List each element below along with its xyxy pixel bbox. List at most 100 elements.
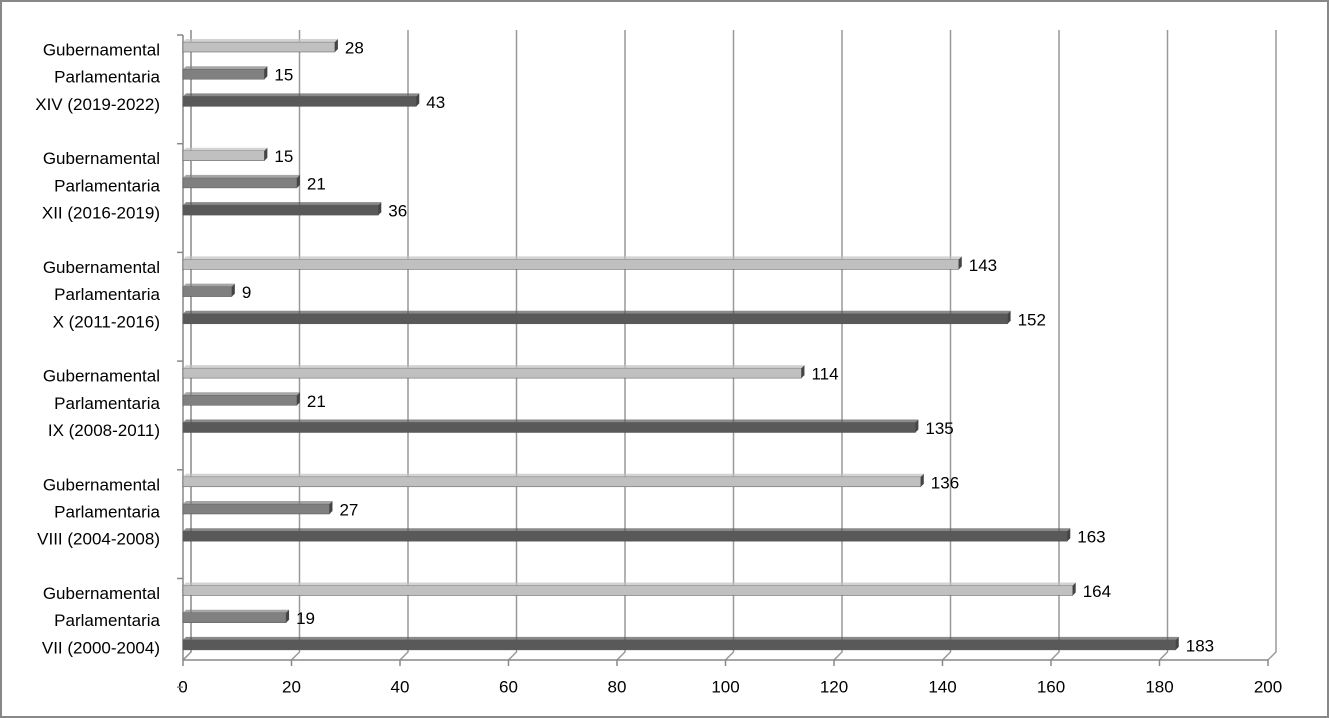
y-tick-label: Parlamentaria <box>54 68 160 87</box>
bar <box>182 395 298 406</box>
bar <box>182 530 1068 542</box>
bar-top <box>183 147 268 151</box>
value-label: 43 <box>426 93 445 112</box>
bar <box>182 422 916 433</box>
x-tick-label: 180 <box>1145 677 1173 696</box>
y-tick-label: Gubernamental <box>43 475 160 494</box>
value-label: 183 <box>1186 636 1214 655</box>
grid-line <box>290 30 301 661</box>
bar-end <box>920 473 924 487</box>
bar <box>182 313 1008 325</box>
x-tick-label: 100 <box>711 677 739 696</box>
bar <box>182 96 417 107</box>
x-tick-label: 20 <box>282 677 301 696</box>
value-label: 15 <box>274 147 293 166</box>
bar <box>182 150 265 161</box>
y-tick-label: VII (2000-2004) <box>42 638 160 657</box>
y-tick-label: X (2011-2016) <box>53 312 160 331</box>
bar <box>182 367 802 379</box>
grid-line <box>1050 30 1060 661</box>
y-tick-label: Gubernamental <box>43 258 160 277</box>
bar-end <box>1067 528 1071 542</box>
y-tick-label: XII (2016-2019) <box>42 204 160 223</box>
x-tick-label: 200 <box>1254 677 1282 696</box>
y-tick-label: Gubernamental <box>43 584 160 603</box>
value-label: 36 <box>388 202 407 221</box>
bar-end <box>286 609 290 623</box>
y-tick-label: Gubernamental <box>43 149 160 168</box>
grid-line <box>833 30 843 661</box>
bar-end <box>1175 636 1179 650</box>
bar <box>182 612 287 623</box>
value-label: 114 <box>811 365 838 384</box>
bar-end <box>915 419 919 433</box>
y-tick-label: XIV (2019-2022) <box>35 95 160 114</box>
y-tick-label: Gubernamental <box>43 40 160 59</box>
y-tick-label: Parlamentaria <box>54 611 160 630</box>
grid-line <box>182 30 192 661</box>
grid-line <box>507 30 518 661</box>
bar <box>182 503 330 515</box>
bar-top <box>183 93 420 97</box>
grid-line <box>1158 30 1169 661</box>
y-tick-label: VIII (2004-2008) <box>37 530 160 549</box>
bar-end <box>958 256 962 270</box>
bar-end <box>329 501 333 514</box>
value-label: 163 <box>1077 528 1105 547</box>
bar-top <box>183 636 1179 640</box>
bar-top <box>183 66 268 70</box>
x-tick-label: 160 <box>1037 677 1065 696</box>
x-tick-label: 80 <box>608 677 627 696</box>
bar <box>182 41 336 53</box>
bar-top <box>183 39 338 42</box>
bar-top <box>183 392 300 396</box>
x-tick-label: 140 <box>928 677 956 696</box>
bar-end <box>231 283 235 297</box>
bar-end <box>1072 582 1076 596</box>
bar-top <box>183 202 382 206</box>
value-label: 28 <box>345 38 364 57</box>
value-label: 135 <box>925 419 953 438</box>
grid-line <box>616 30 626 661</box>
bar-top <box>183 256 962 260</box>
value-label: 152 <box>1018 310 1046 329</box>
bar-top <box>183 419 919 423</box>
bar-end <box>1007 310 1011 324</box>
y-tick-label: Gubernamental <box>43 367 160 386</box>
value-label: 164 <box>1083 582 1111 601</box>
bar-top <box>183 501 333 504</box>
bar-end <box>334 39 338 52</box>
grid-line <box>399 30 409 661</box>
bar-end <box>296 174 300 188</box>
y-tick-label: Parlamentaria <box>54 394 160 413</box>
bar <box>182 68 265 80</box>
y-tick-label: Parlamentaria <box>54 502 160 521</box>
y-tick-label: Parlamentaria <box>54 176 160 195</box>
bar-end <box>378 202 382 216</box>
x-tick-label: 40 <box>391 677 410 696</box>
y-tick-label: IX (2008-2011) <box>48 421 160 440</box>
bar <box>182 286 233 297</box>
value-label: 15 <box>274 66 293 85</box>
bar-end <box>801 365 805 379</box>
grid-line <box>941 30 952 661</box>
bar-top <box>183 283 235 287</box>
value-label: 21 <box>307 392 326 411</box>
bar <box>182 476 922 488</box>
value-label: 143 <box>969 256 997 275</box>
grid-line <box>1267 30 1277 661</box>
value-label: 136 <box>931 473 959 492</box>
y-tick-label: Parlamentaria <box>54 285 160 304</box>
bar <box>182 177 298 189</box>
x-tick-label: 60 <box>499 677 518 696</box>
bar-top <box>183 528 1071 532</box>
grid-line <box>724 30 735 661</box>
bar <box>182 204 379 216</box>
bar-end <box>264 147 268 161</box>
bar-top <box>183 609 290 613</box>
value-label: 27 <box>339 500 358 519</box>
value-label: 21 <box>307 174 326 193</box>
bar <box>182 639 1177 651</box>
bar-end <box>264 66 268 80</box>
